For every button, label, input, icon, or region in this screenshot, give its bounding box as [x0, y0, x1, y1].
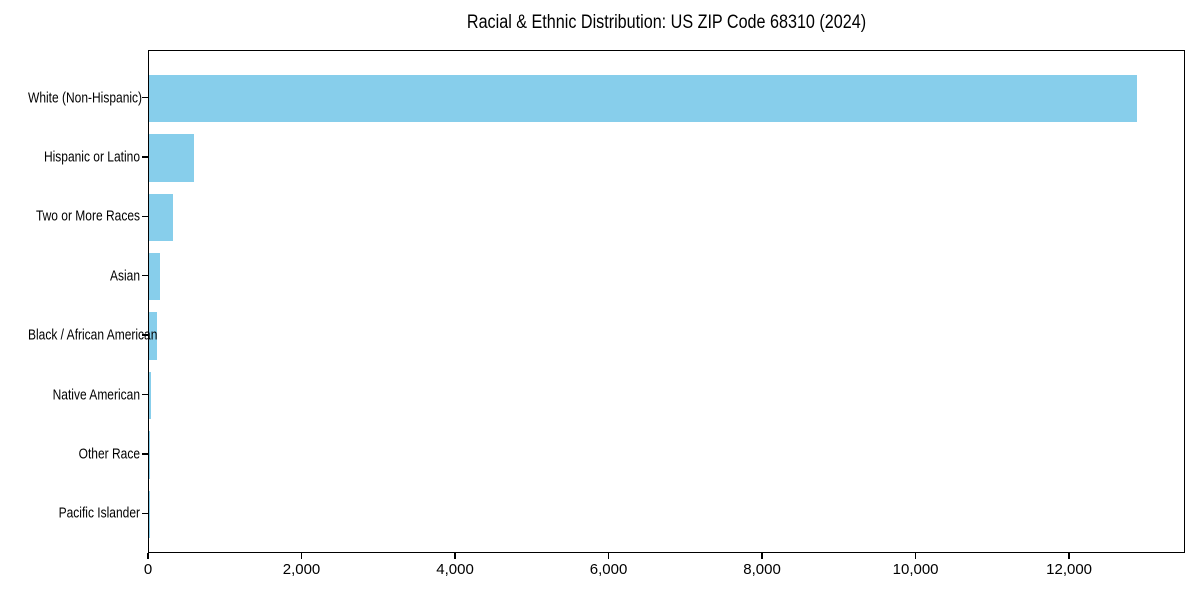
y-tick-mark [142, 393, 148, 396]
y-tick-mark [142, 96, 148, 99]
x-tick-label: 12,000 [1046, 561, 1093, 578]
y-tick-mark [142, 512, 148, 514]
bar-asian [149, 252, 160, 301]
y-label-white-non-hispanic: White (Non-Hispanic) [28, 89, 143, 106]
y-label-native-american: Native American [52, 386, 140, 403]
y-label-two-or-more-races: Two or More Races [35, 207, 140, 225]
y-tick-mark [142, 334, 148, 336]
x-tick-mark [607, 553, 610, 559]
bar-native-american [149, 371, 151, 420]
y-label-asian: Asian [109, 267, 140, 285]
bar-two-or-more-races [149, 193, 173, 242]
y-tick-mark [142, 275, 148, 277]
x-tick-mark [914, 553, 917, 559]
bar-black-african-american [149, 312, 157, 360]
y-tick-mark [142, 156, 148, 158]
plot-area [148, 50, 1185, 553]
x-tick-mark [761, 553, 763, 559]
y-label-black-african-american: Black / African American [28, 326, 158, 344]
y-label-other-race: Other Race [78, 445, 140, 463]
y-label-pacific-islander: Pacific Islander [58, 504, 140, 522]
x-tick-label: 2,000 [282, 561, 321, 578]
x-tick-label: 10,000 [892, 561, 939, 578]
bar-other-race [149, 431, 151, 479]
x-tick-label: 0 [143, 561, 153, 578]
x-tick-mark [300, 553, 303, 559]
bar-hispanic-or-latino [149, 134, 195, 182]
bar-white-non-hispanic [149, 74, 1137, 123]
x-tick-label: 6,000 [589, 561, 628, 578]
x-tick-label: 4,000 [436, 561, 474, 578]
y-tick-mark [142, 453, 148, 455]
x-tick-mark [454, 553, 456, 559]
x-tick-label: 8,000 [743, 561, 781, 578]
x-tick-mark [1068, 553, 1070, 559]
chart-title: Racial & Ethnic Distribution: US ZIP Cod… [466, 12, 867, 33]
y-tick-mark [142, 215, 148, 217]
y-label-hispanic-or-latino: Hispanic or Latino [43, 148, 140, 166]
x-tick-mark [147, 553, 149, 559]
